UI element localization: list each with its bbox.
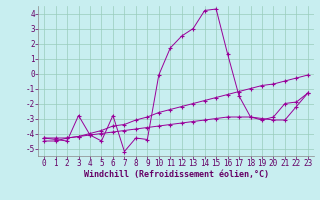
X-axis label: Windchill (Refroidissement éolien,°C): Windchill (Refroidissement éolien,°C) [84,170,268,179]
